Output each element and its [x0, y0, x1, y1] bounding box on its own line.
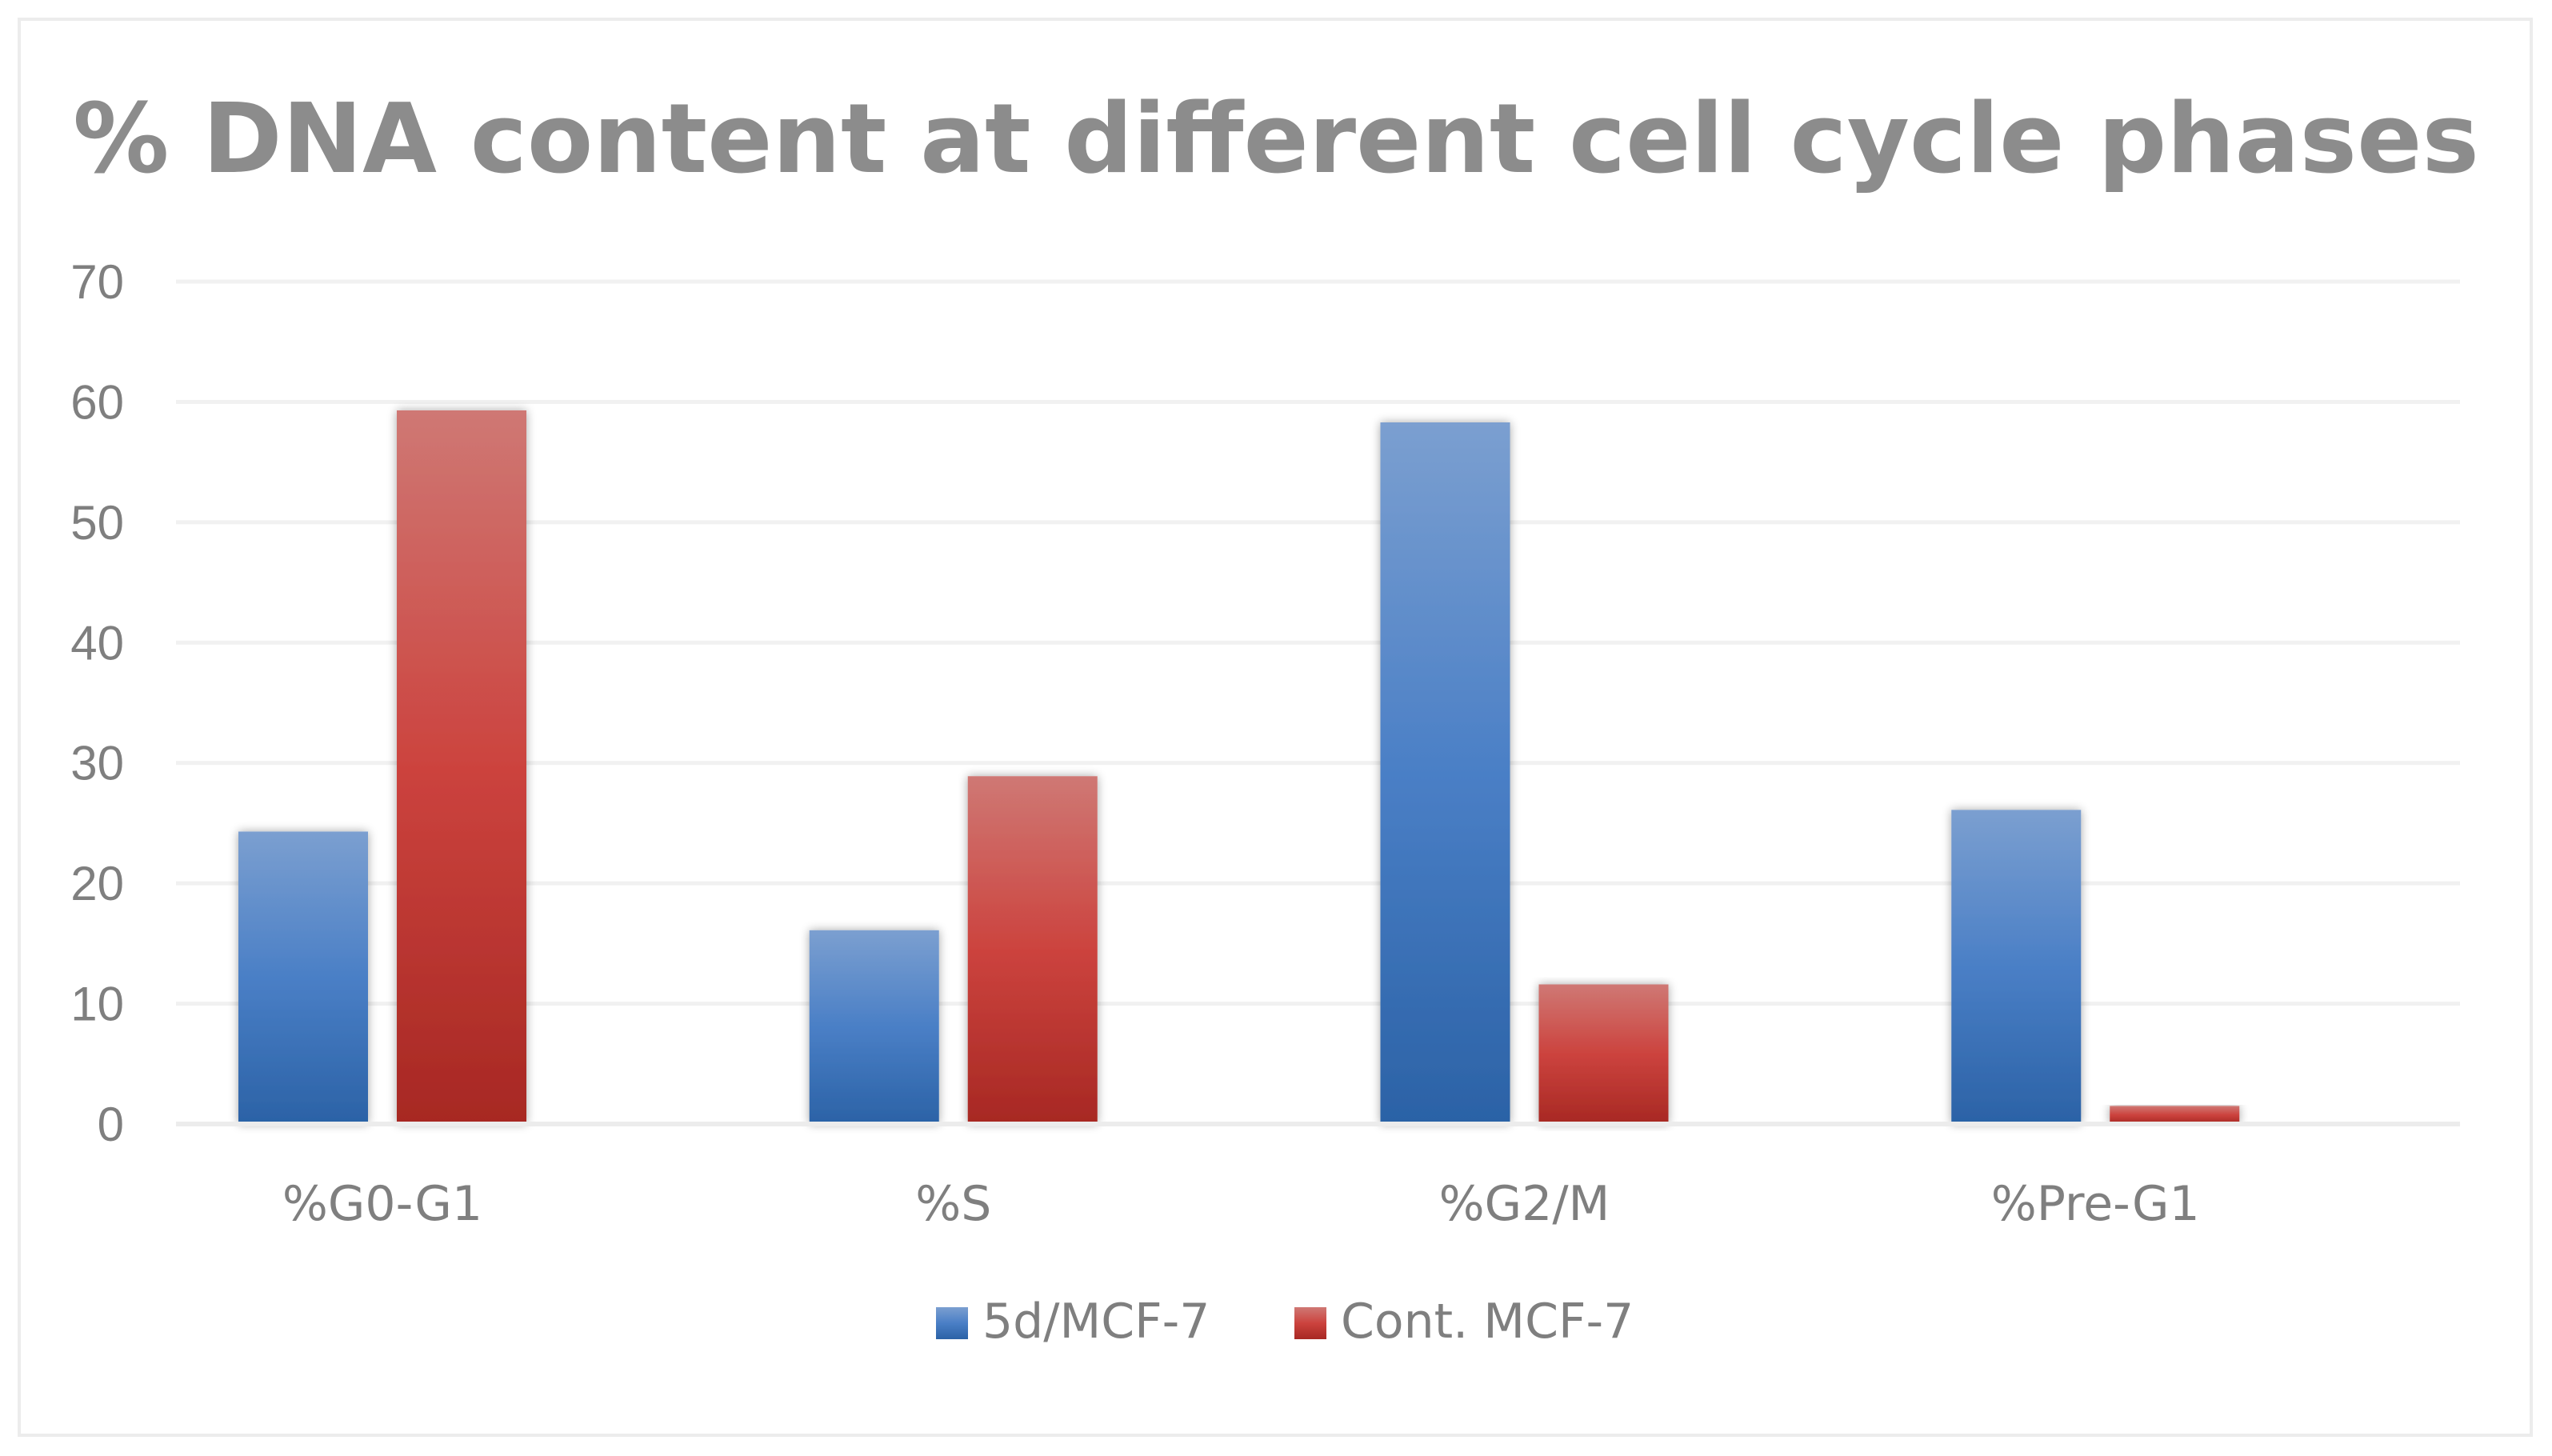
x-category-label: %Pre-G1 — [1991, 1176, 2200, 1232]
y-tick-label: 40 — [70, 616, 124, 670]
y-tick-label: 70 — [70, 255, 124, 309]
y-tick-label: 20 — [70, 857, 124, 910]
legend-label: 5d/MCF-7 — [982, 1294, 1210, 1350]
bar-5d-mcf-7-0 — [238, 831, 368, 1124]
chart-title: % DNA content at different cell cycle ph… — [73, 84, 2479, 195]
legend-label: Cont. MCF-7 — [1341, 1294, 1634, 1350]
y-tick-label: 30 — [70, 737, 124, 790]
bar-5d-mcf-7-3 — [1951, 810, 2082, 1124]
x-category-label: %G0-G1 — [282, 1176, 482, 1232]
y-tick-label: 10 — [70, 978, 124, 1031]
y-tick-label: 50 — [70, 496, 124, 550]
y-axis-ticks: 0 10 20 30 40 50 60 70 — [70, 255, 124, 1151]
bar-5d-mcf-7-1 — [809, 930, 939, 1124]
y-tick-label: 60 — [70, 375, 124, 429]
bar-cont-mcf-7-0 — [397, 410, 526, 1124]
bar-cont-mcf-7-1 — [967, 776, 1098, 1124]
bar-5d-mcf-7-2 — [1380, 422, 1510, 1124]
legend-swatch — [936, 1307, 968, 1339]
legend: 5d/MCF-7 Cont. MCF-7 — [936, 1294, 1634, 1350]
y-tick-label: 0 — [98, 1098, 124, 1151]
legend-swatch — [1294, 1307, 1326, 1339]
bar-cont-mcf-7-2 — [1538, 984, 1669, 1124]
x-category-label: %G2/M — [1439, 1176, 1610, 1232]
bars — [238, 410, 2240, 1124]
x-axis-categories: %G0-G1 %S %G2/M %Pre-G1 — [282, 1176, 2200, 1232]
bar-cont-mcf-7-3 — [2110, 1106, 2240, 1124]
x-category-label: %S — [915, 1176, 991, 1232]
